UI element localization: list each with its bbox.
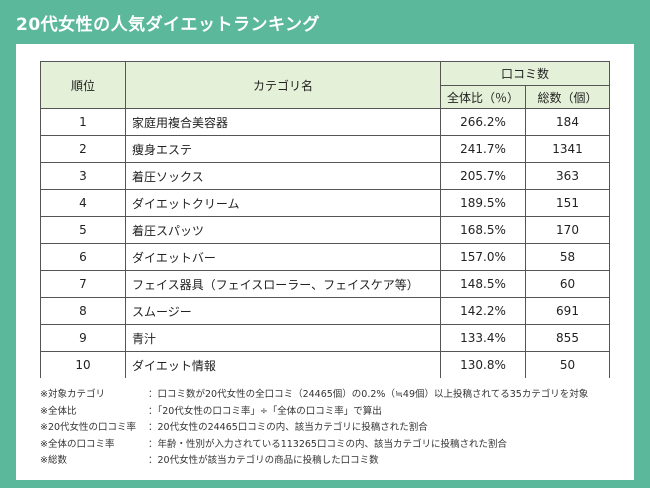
footnotes: ※対象カテゴリ ：口コミ数が20代女性の全口コミ（24465個）の0.2%（≒4…: [40, 387, 588, 470]
header-category: カテゴリ名: [125, 61, 441, 109]
total-cell: 58: [525, 243, 610, 271]
footnote-text: ：20代女性の24465口コミの内、該当カテゴリに投稿された割合: [148, 422, 428, 433]
share-cell: 142.2%: [440, 297, 526, 325]
total-cell: 170: [525, 216, 610, 244]
ranking-table: 順位 カテゴリ名 口コミ数 全体比（％） 総数（個） 1 家庭用複合美容器 26…: [40, 61, 610, 378]
footnote-label: ※全体の口コミ率: [40, 438, 115, 450]
footnote-label: ※全体比: [40, 405, 77, 417]
table-row: 6 ダイエットバー 157.0% 58: [40, 243, 610, 271]
footnote-text: ：年齢・性別が入力されている113265口コミの内、該当カテゴリに投稿された割合: [148, 438, 507, 450]
footnote-text: ：「20代女性の口コミ率」÷「全体の口コミ率」で算出: [148, 405, 382, 417]
rank-cell: 3: [40, 162, 126, 190]
rank-cell: 2: [40, 135, 126, 163]
category-cell: ダイエットバー: [125, 243, 441, 271]
total-cell: 60: [525, 270, 610, 298]
ranking-card: 順位 カテゴリ名 口コミ数 全体比（％） 総数（個） 1 家庭用複合美容器 26…: [16, 44, 634, 480]
footnote-label: ※対象カテゴリ: [40, 389, 105, 400]
total-cell: 691: [525, 297, 610, 325]
rank-cell: 8: [40, 297, 126, 325]
share-cell: 205.7%: [440, 162, 526, 190]
total-cell: 50: [525, 351, 610, 378]
rank-cell: 4: [40, 189, 126, 217]
total-cell: 1341: [525, 135, 610, 163]
category-cell: ダイエットクリーム: [125, 189, 441, 217]
footnote: ※総数 ：20代女性が該当カテゴリの商品に投稿した口コミ数: [40, 453, 588, 470]
total-cell: 855: [525, 324, 610, 352]
category-cell: 痩身エステ: [125, 135, 441, 163]
total-cell: 151: [525, 189, 610, 217]
share-cell: 157.0%: [440, 243, 526, 271]
header-total: 総数（個）: [525, 85, 610, 109]
table-row: 7 フェイス器具（フェイスローラー、フェイスケア等） 148.5% 60: [40, 270, 610, 298]
footnote-label: ※総数: [40, 455, 67, 466]
share-cell: 241.7%: [440, 135, 526, 163]
category-cell: 着圧スパッツ: [125, 216, 441, 244]
share-cell: 133.4%: [440, 324, 526, 352]
footnote: ※全体比 ：「20代女性の口コミ率」÷「全体の口コミ率」で算出: [40, 404, 588, 421]
share-cell: 168.5%: [440, 216, 526, 244]
table-row: 4 ダイエットクリーム 189.5% 151: [40, 189, 610, 217]
share-cell: 266.2%: [440, 108, 526, 136]
category-cell: 家庭用複合美容器: [125, 108, 441, 136]
rank-cell: 7: [40, 270, 126, 298]
share-cell: 148.5%: [440, 270, 526, 298]
header-reviews: 口コミ数: [440, 61, 610, 86]
rank-cell: 1: [40, 108, 126, 136]
footnote: ※対象カテゴリ ：口コミ数が20代女性の全口コミ（24465個）の0.2%（≒4…: [40, 387, 588, 404]
share-cell: 189.5%: [440, 189, 526, 217]
footnote-text: ：20代女性が該当カテゴリの商品に投稿した口コミ数: [148, 455, 379, 466]
rank-cell: 5: [40, 216, 126, 244]
footnote: ※20代女性の口コミ率 ：20代女性の24465口コミの内、該当カテゴリに投稿さ…: [40, 420, 588, 437]
table-row: 9 青汁 133.4% 855: [40, 324, 610, 352]
footnote: ※全体の口コミ率 ：年齢・性別が入力されている113265口コミの内、該当カテゴ…: [40, 437, 588, 454]
footnote-text: ：口コミ数が20代女性の全口コミ（24465個）の0.2%（≒49個）以上投稿さ…: [148, 389, 589, 400]
category-cell: スムージー: [125, 297, 441, 325]
table-row: 10 ダイエット情報 130.8% 50: [40, 351, 610, 378]
table-row: 8 スムージー 142.2% 691: [40, 297, 610, 325]
table-row: 5 着圧スパッツ 168.5% 170: [40, 216, 610, 244]
header-rank: 順位: [40, 61, 126, 109]
table-row: 3 着圧ソックス 205.7% 363: [40, 162, 610, 190]
share-cell: 130.8%: [440, 351, 526, 378]
rank-cell: 6: [40, 243, 126, 271]
category-cell: 青汁: [125, 324, 441, 352]
page-title: 20代女性の人気ダイエットランキング: [16, 15, 320, 35]
total-cell: 363: [525, 162, 610, 190]
rank-cell: 10: [40, 351, 126, 378]
header-share: 全体比（％）: [440, 85, 526, 109]
table-header: 順位 カテゴリ名 口コミ数 全体比（％） 総数（個）: [40, 61, 610, 109]
rank-cell: 9: [40, 324, 126, 352]
table-row: 2 痩身エステ 241.7% 1341: [40, 135, 610, 163]
table-row: 1 家庭用複合美容器 266.2% 184: [40, 108, 610, 136]
category-cell: ダイエット情報: [125, 351, 441, 378]
category-cell: 着圧ソックス: [125, 162, 441, 190]
total-cell: 184: [525, 108, 610, 136]
footnote-label: ※20代女性の口コミ率: [40, 422, 137, 433]
category-cell: フェイス器具（フェイスローラー、フェイスケア等）: [125, 270, 441, 298]
